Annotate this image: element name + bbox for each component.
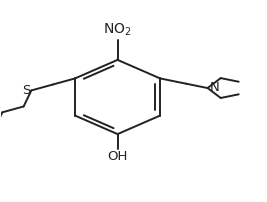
Text: S: S xyxy=(22,84,30,97)
Text: NO$_2$: NO$_2$ xyxy=(103,22,132,38)
Text: N: N xyxy=(210,81,219,94)
Text: OH: OH xyxy=(107,150,128,163)
